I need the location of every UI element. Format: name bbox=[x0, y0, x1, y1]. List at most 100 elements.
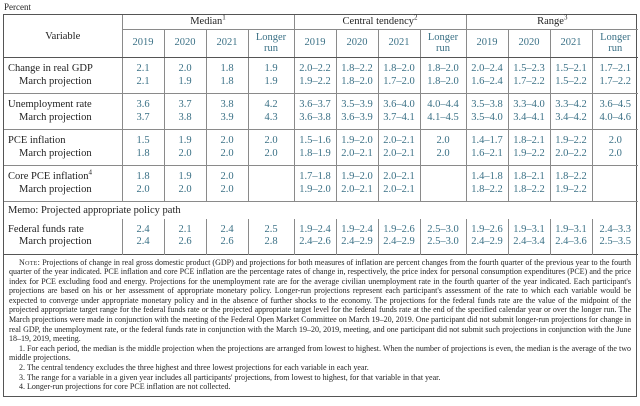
value-cell: 1.7–1.8 bbox=[293, 165, 337, 184]
value-cell: 2.0–2.1 bbox=[335, 147, 379, 166]
value-cell bbox=[247, 183, 295, 202]
value-cell: 1.9–2.2 bbox=[549, 183, 593, 202]
value-cell: 2.0 bbox=[419, 147, 467, 166]
value-cell: 1.9 bbox=[163, 165, 206, 184]
group-header-range: Range3 bbox=[465, 13, 639, 30]
value-cell: 4.1–4.5 bbox=[419, 111, 467, 130]
note-text: Projections of change in real gross dome… bbox=[9, 257, 631, 344]
note-paragraph: Note: Projections of change in real gros… bbox=[9, 258, 631, 344]
value-cell: 1.6–2.1 bbox=[465, 147, 509, 166]
footnote-ref: 3 bbox=[563, 13, 568, 22]
year-header-2021: 2021 bbox=[377, 29, 421, 58]
table-head: Variable Median1 Central tendency2 Range3 20… bbox=[4, 13, 639, 58]
value-cell: 3.9 bbox=[205, 111, 248, 130]
year-header-longer-run: Longer run bbox=[247, 29, 295, 58]
memo-row: Memo: Projected appropriate policy path bbox=[4, 201, 639, 219]
value-cell: 2.4–2.9 bbox=[465, 236, 509, 254]
value-cell: 1.8 bbox=[205, 75, 248, 94]
variable-header: Variable bbox=[4, 15, 123, 58]
value-cell: 2.4 bbox=[205, 218, 248, 236]
value-cell: 2.0 bbox=[121, 183, 164, 202]
value-cell: 3.6 bbox=[121, 93, 164, 112]
value-cell: 1.8–2.0 bbox=[419, 57, 467, 76]
footnote-1: 1. For each period, the median is the mi… bbox=[9, 343, 631, 363]
value-cell: 4.3 bbox=[247, 111, 295, 130]
year-header-2019: 2019 bbox=[122, 29, 164, 58]
value-cell: 1.5–2.3 bbox=[507, 57, 551, 76]
value-cell: 2.1 bbox=[121, 75, 164, 94]
value-cell: 3.7–4.1 bbox=[377, 111, 421, 130]
value-cell: 3.5–4.0 bbox=[465, 111, 509, 130]
value-cell: 1.8–2.0 bbox=[419, 75, 467, 94]
value-cell: 2.0 bbox=[591, 147, 639, 166]
year-header-longer-run: Longer run bbox=[591, 29, 639, 58]
value-cell: 1.9–2.4 bbox=[335, 218, 379, 236]
value-cell: 4.0–4.4 bbox=[419, 93, 467, 112]
value-cell: 1.5–1.6 bbox=[293, 129, 337, 148]
value-cell: 1.5 bbox=[121, 129, 164, 148]
table-row: Core PCE inflation4 1.8 1.9 2.0 1.7–1.8 1.9–2… bbox=[4, 165, 639, 184]
value-cell: 2.4–2.9 bbox=[377, 236, 421, 254]
value-cell: 1.4–1.8 bbox=[465, 165, 509, 184]
value-cell: 1.9 bbox=[163, 75, 206, 94]
value-cell: 2.0 bbox=[205, 165, 248, 184]
projections-box: Variable Median1 Central tendency2 Range3 20… bbox=[3, 13, 639, 397]
value-cell: 2.0 bbox=[205, 183, 248, 202]
row-label: Core PCE inflation4 bbox=[4, 165, 123, 184]
row-label: March projection bbox=[4, 183, 123, 202]
row-label: March projection bbox=[4, 111, 123, 130]
value-cell: 2.0 bbox=[163, 57, 206, 76]
value-cell: 3.4–4.1 bbox=[507, 111, 551, 130]
value-cell: 2.0–2.1 bbox=[377, 147, 421, 166]
value-cell: 2.4–2.6 bbox=[293, 236, 337, 254]
value-cell: 2.1 bbox=[163, 218, 206, 236]
table-row: Change in real GDP 2.1 2.0 1.8 1.9 2.0–2.2 1.8… bbox=[4, 57, 639, 76]
value-cell: 2.0–2.1 bbox=[377, 183, 421, 202]
value-cell: 1.8–1.9 bbox=[293, 147, 337, 166]
value-cell: 1.5–2.1 bbox=[549, 57, 593, 76]
value-cell: 1.7–2.2 bbox=[591, 75, 639, 94]
value-cell: 4.0–4.6 bbox=[591, 111, 639, 130]
value-cell: 1.5–2.2 bbox=[549, 75, 593, 94]
value-cell: 2.0–2.2 bbox=[293, 57, 337, 76]
table-row: March projection 2.1 1.9 1.8 1.9 1.9–2.2 1.8–2… bbox=[4, 75, 639, 94]
value-cell: 3.6–3.9 bbox=[335, 111, 379, 130]
value-cell: 1.9–2.2 bbox=[549, 129, 593, 148]
row-label: Change in real GDP bbox=[4, 57, 123, 76]
footnote-3: 3. The range for a variable in a given y… bbox=[19, 372, 441, 382]
footnote-2: 2. The central tendency excludes the thr… bbox=[19, 363, 369, 373]
value-cell: 2.0 bbox=[247, 129, 295, 148]
value-cell: 1.8–2.2 bbox=[335, 57, 379, 76]
year-header-2020: 2020 bbox=[163, 29, 206, 58]
value-cell: 2.4–3.6 bbox=[549, 236, 593, 254]
value-cell: 1.7–2.1 bbox=[591, 57, 639, 76]
year-header-2019: 2019 bbox=[465, 29, 509, 58]
value-cell: 2.0 bbox=[247, 147, 295, 166]
value-cell: 2.0 bbox=[205, 147, 248, 166]
value-cell: 1.9–3.1 bbox=[549, 218, 593, 236]
value-cell: 2.4 bbox=[121, 218, 164, 236]
group-header-median: Median1 bbox=[121, 14, 295, 30]
value-cell: 3.5–3.9 bbox=[335, 93, 379, 112]
value-cell bbox=[247, 165, 295, 184]
value-cell: 3.6–3.8 bbox=[293, 111, 337, 130]
value-cell: 2.6 bbox=[163, 236, 206, 254]
memo-label: Memo: Projected appropriate policy path bbox=[4, 201, 639, 219]
value-cell: 2.0 bbox=[163, 183, 206, 202]
value-cell: 1.8–2.1 bbox=[507, 165, 551, 184]
value-cell: 1.9–2.0 bbox=[335, 165, 379, 184]
value-cell: 1.8–2.1 bbox=[507, 129, 551, 148]
value-cell: 2.0 bbox=[591, 129, 639, 148]
value-cell: 2.0 bbox=[205, 129, 248, 148]
value-cell: 3.8 bbox=[163, 111, 206, 130]
table-row: March projection 2.4 2.6 2.6 2.8 2.4–2.6 2.4–2… bbox=[4, 236, 639, 254]
value-cell: 1.8–2.0 bbox=[377, 57, 421, 76]
value-cell: 1.9 bbox=[247, 57, 295, 76]
table-row: March projection 1.8 2.0 2.0 2.0 1.8–1.9 2.0–2… bbox=[4, 147, 639, 166]
value-cell: 1.9–2.6 bbox=[465, 218, 509, 236]
value-cell: 2.5 bbox=[247, 218, 295, 236]
value-cell: 1.6–2.4 bbox=[465, 75, 509, 94]
group-header-row: Variable Median1 Central tendency2 Range3 bbox=[4, 13, 639, 58]
year-header-2021: 2021 bbox=[205, 29, 248, 58]
row-label: Federal funds rate bbox=[4, 218, 123, 236]
